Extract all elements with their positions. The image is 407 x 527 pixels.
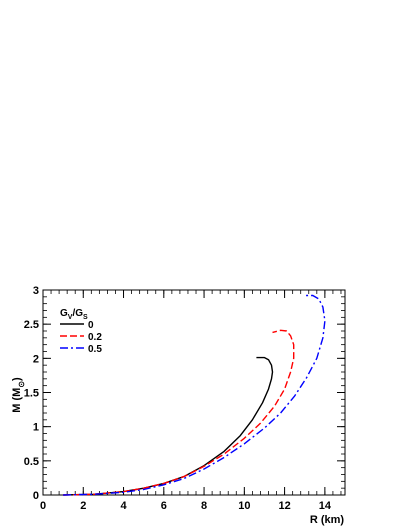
series-lines bbox=[63, 294, 326, 496]
series-line-0 bbox=[63, 356, 274, 496]
x-tick-label: 4 bbox=[120, 500, 127, 512]
y-tick-label: 1 bbox=[33, 422, 39, 434]
x-tick-label: 14 bbox=[319, 500, 332, 512]
legend-label-series-0: 0 bbox=[88, 320, 94, 331]
y-tick-label: 1.5 bbox=[24, 388, 39, 400]
x-tick-label: 10 bbox=[238, 500, 250, 512]
x-tick-label: 6 bbox=[161, 500, 167, 512]
y-tick-labels: 0 0.5 1 1.5 2 2.5 3 bbox=[24, 285, 39, 502]
x-tick-labels: 0 2 4 6 8 10 12 14 bbox=[40, 500, 332, 512]
series-line-1 bbox=[63, 329, 295, 496]
series-line-2 bbox=[63, 294, 326, 496]
y-tick-label: 2 bbox=[33, 353, 39, 365]
legend: GV/GS 0 0.2 0.5 bbox=[60, 308, 102, 355]
x-tick-label: 2 bbox=[80, 500, 86, 512]
x-tick-label: 0 bbox=[40, 500, 46, 512]
y-tick-label: 0 bbox=[33, 490, 39, 502]
y-tick-label: 2.5 bbox=[24, 319, 39, 331]
legend-label-series-2: 0.5 bbox=[88, 344, 102, 355]
legend-label-series-1: 0.2 bbox=[88, 332, 102, 343]
legend-title: GV/GS bbox=[60, 308, 88, 321]
y-tick-label: 0.5 bbox=[24, 456, 39, 468]
y-axis-title: M (M⊙) bbox=[11, 377, 26, 413]
x-tick-label: 12 bbox=[278, 500, 290, 512]
x-axis-title: R (km) bbox=[310, 514, 345, 526]
x-tick-label: 8 bbox=[201, 500, 207, 512]
y-tick-label: 3 bbox=[33, 285, 39, 297]
axis-ticks bbox=[42, 289, 345, 496]
